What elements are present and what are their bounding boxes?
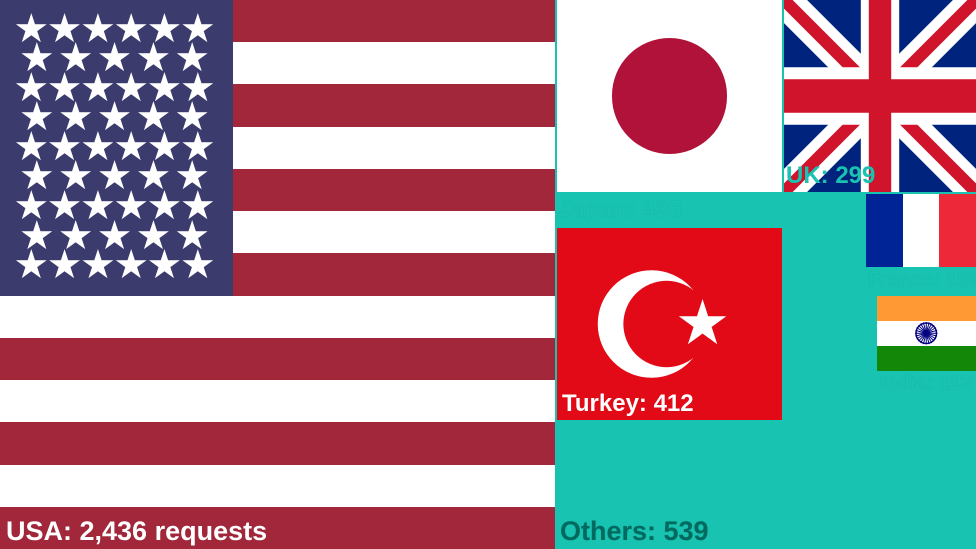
tile-japan (557, 0, 782, 192)
usa-flag-icon: ★★★★★★★★★★★★★★★★★★★★★★★★★★★★★★★★★★★★★★★★… (0, 0, 555, 549)
france-label: France: 139 (868, 269, 976, 292)
usa-canton: ★★★★★★★★★★★★★★★★★★★★★★★★★★★★★★★★★★★★★★★★… (0, 0, 233, 296)
japan-flag-icon (612, 38, 727, 153)
india-flag-icon (877, 296, 976, 371)
turkey-label: Turkey: 412 (562, 390, 694, 418)
india-label: India: 113 (880, 372, 971, 395)
requests-treemap: ★★★★★★★★★★★★★★★★★★★★★★★★★★★★★★★★★★★★★★★★… (0, 0, 976, 549)
others-label: Others: 539 (560, 516, 709, 547)
tile-usa: ★★★★★★★★★★★★★★★★★★★★★★★★★★★★★★★★★★★★★★★★… (0, 0, 555, 549)
usa-label: USA: 2,436 requests (6, 516, 267, 547)
ashoka-chakra-icon (915, 322, 938, 345)
japan-label: Japan: 425 (558, 196, 682, 224)
uk-label: UK: 299 (786, 162, 875, 190)
france-flag-icon (866, 194, 976, 267)
